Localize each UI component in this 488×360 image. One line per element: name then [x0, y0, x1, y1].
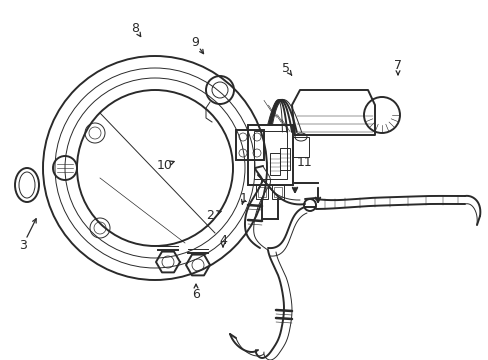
Text: 11: 11	[297, 156, 312, 168]
Bar	[236, 130, 264, 160]
Bar	[256, 185, 267, 199]
Text: 9: 9	[191, 36, 199, 49]
Bar	[269, 153, 280, 175]
Bar	[258, 187, 265, 197]
Bar	[247, 125, 292, 185]
Bar	[273, 187, 282, 197]
Bar	[271, 185, 284, 199]
Text: 10: 10	[157, 158, 173, 171]
Text: 1: 1	[240, 192, 247, 204]
Bar	[280, 148, 289, 170]
Text: 4: 4	[219, 234, 226, 247]
Text: 3: 3	[19, 239, 27, 252]
Text: 6: 6	[192, 288, 200, 302]
Text: 5: 5	[282, 62, 289, 75]
Text: 8: 8	[131, 22, 139, 35]
Bar	[292, 137, 308, 157]
Bar	[253, 131, 286, 179]
Text: 7: 7	[393, 59, 401, 72]
Text: 2: 2	[205, 208, 214, 221]
